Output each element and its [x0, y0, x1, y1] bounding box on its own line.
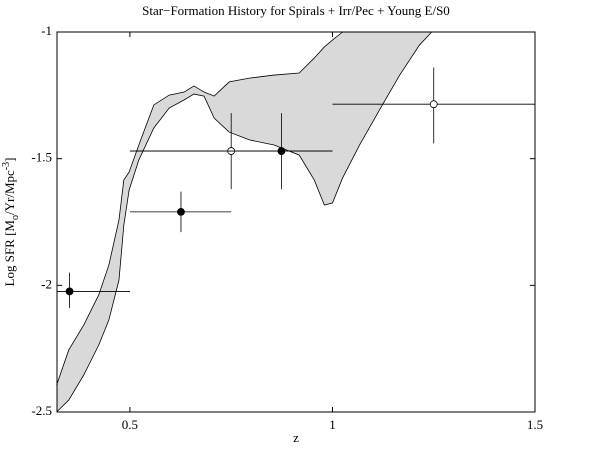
y-tick-label: -1 — [41, 23, 52, 38]
y-label-sub: o — [10, 215, 21, 220]
band-edge — [56, 31, 343, 386]
band-edge — [56, 31, 432, 413]
data-point — [277, 147, 286, 155]
y-label-sup: -3 — [1, 162, 12, 170]
y-label-part: ] — [2, 158, 17, 162]
x-tick-label: 1.5 — [527, 417, 543, 432]
y-label-part: /Yr/Mpc — [2, 170, 17, 215]
plot-frame — [56, 31, 536, 413]
y-tick-label: -2 — [41, 276, 52, 291]
data-point — [177, 207, 185, 216]
chart-title: Star−Formation History for Spirals + Irr… — [142, 3, 450, 18]
y-tick-label: -2.5 — [31, 403, 52, 418]
y-tick-label: -1.5 — [31, 150, 52, 165]
x-tick-label: 0.5 — [122, 417, 138, 432]
data-point — [65, 287, 74, 296]
x-tick-label: 1 — [329, 417, 336, 432]
data-point — [429, 100, 438, 109]
y-axis-label: Log SFR [Mo/Yr/Mpc-3] — [1, 158, 21, 287]
y-label-part: Log SFR [M — [2, 220, 17, 287]
x-axis-label: z — [293, 430, 299, 445]
band-area — [56, 32, 432, 412]
